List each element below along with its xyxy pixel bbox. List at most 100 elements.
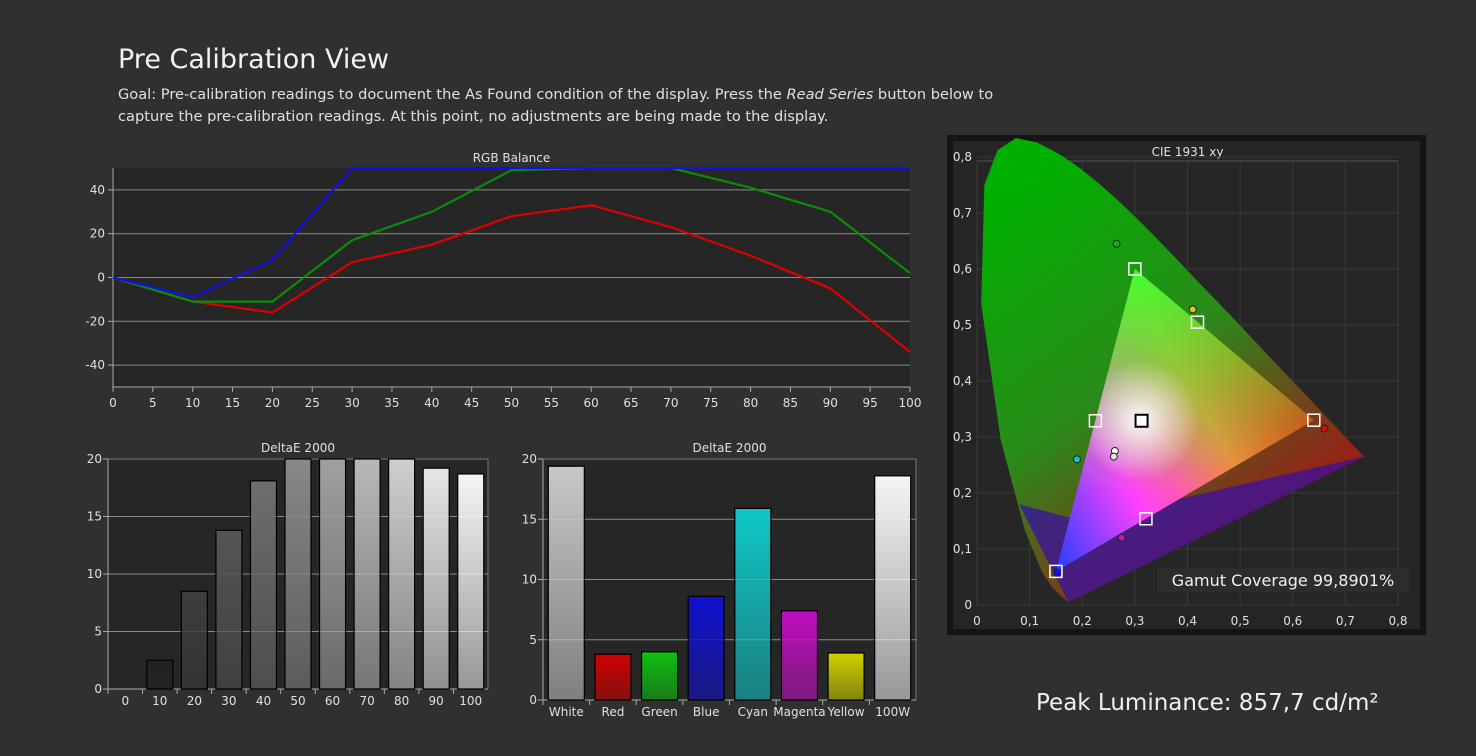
measured-point xyxy=(1320,424,1329,433)
y-tick-label: -20 xyxy=(85,314,105,328)
x-tick-label: 80 xyxy=(394,694,409,708)
x-tick-label: 0,3 xyxy=(1125,614,1144,628)
bar xyxy=(318,458,347,690)
x-tick-label: Cyan xyxy=(738,705,768,719)
bar xyxy=(180,590,208,690)
y-tick-label: 20 xyxy=(87,452,102,466)
read-series-emphasis: Read Series xyxy=(786,86,874,103)
x-tick-label: 100 xyxy=(459,694,482,708)
y-tick-label: 0 xyxy=(97,271,105,285)
y-tick-label: 0 xyxy=(94,682,102,696)
chart-title: RGB Balance xyxy=(473,151,551,165)
x-tick-label: 50 xyxy=(290,694,305,708)
x-tick-label: 0,6 xyxy=(1283,614,1302,628)
target-marker xyxy=(1128,262,1142,276)
y-tick-label: 0,4 xyxy=(953,374,972,388)
x-tick-label: Blue xyxy=(693,705,720,719)
bar xyxy=(422,467,450,690)
series-line xyxy=(112,166,910,299)
x-tick-label: 20 xyxy=(187,694,202,708)
y-tick-label: -40 xyxy=(85,358,105,372)
y-tick-label: 0,3 xyxy=(953,430,972,444)
purple-region xyxy=(1019,456,1364,603)
y-tick-label: 0,6 xyxy=(953,262,972,276)
x-tick-label: 0 xyxy=(109,396,117,410)
y-tick-label: 0,5 xyxy=(953,318,972,332)
page-title: Pre Calibration View xyxy=(118,44,390,75)
x-tick-label: 30 xyxy=(344,396,359,410)
x-tick-label: 0,8 xyxy=(1388,614,1407,628)
y-tick-label: 0,8 xyxy=(953,150,972,164)
x-tick-label: 25 xyxy=(305,396,320,410)
chart-title: DeltaE 2000 xyxy=(693,441,767,455)
target-marker xyxy=(1190,315,1205,329)
target-marker xyxy=(1307,413,1321,427)
measured-point xyxy=(1112,239,1121,248)
y-tick-label: 0,7 xyxy=(953,206,972,220)
x-tick-label: 0,5 xyxy=(1231,614,1250,628)
chart-title: DeltaE 2000 xyxy=(261,441,335,455)
x-tick-label: 15 xyxy=(225,396,240,410)
measured-point xyxy=(1072,455,1081,464)
target-marker xyxy=(1049,564,1063,579)
chart-title: CIE 1931 xy xyxy=(1152,145,1224,159)
x-tick-label: 90 xyxy=(429,694,444,708)
x-tick-label: 55 xyxy=(544,396,559,410)
x-tick-label: White xyxy=(549,705,584,719)
bar xyxy=(284,458,312,690)
bar xyxy=(594,653,632,701)
x-tick-label: 10 xyxy=(152,694,167,708)
target-marker xyxy=(1134,413,1149,428)
y-tick-label: 5 xyxy=(94,625,102,639)
measured-point xyxy=(1117,533,1126,542)
x-tick-label: 35 xyxy=(384,396,399,410)
y-tick-label: 20 xyxy=(90,227,105,241)
bar xyxy=(640,651,679,701)
x-tick-label: 60 xyxy=(584,396,599,410)
measured-point xyxy=(1109,452,1118,461)
bar xyxy=(353,458,381,690)
y-tick-label: 15 xyxy=(87,510,102,524)
target-marker xyxy=(1088,414,1103,428)
y-tick-label: 0 xyxy=(529,693,537,707)
x-tick-label: Yellow xyxy=(827,705,865,719)
description-text: Goal: Pre-calibration readings to docume… xyxy=(118,86,787,103)
measured-point xyxy=(1052,568,1061,577)
peak-luminance: Peak Luminance: 857,7 cd/m² xyxy=(1036,690,1379,716)
x-tick-label: 20 xyxy=(265,396,280,410)
y-tick-label: 10 xyxy=(87,567,102,581)
bar xyxy=(146,659,174,690)
y-tick-label: 0,2 xyxy=(953,486,972,500)
x-tick-label: 0,2 xyxy=(1073,614,1092,628)
target-marker xyxy=(1139,512,1153,526)
bar xyxy=(249,480,278,690)
x-tick-label: 95 xyxy=(863,396,878,410)
x-tick-label: 50 xyxy=(504,396,519,410)
gamut-coverage: Gamut Coverage 99,8901% xyxy=(1172,571,1394,590)
y-tick-label: 15 xyxy=(522,512,537,526)
x-tick-label: 85 xyxy=(783,396,798,410)
y-tick-label: 10 xyxy=(522,573,537,587)
x-tick-label: 0 xyxy=(121,694,129,708)
x-tick-label: 0,4 xyxy=(1178,614,1197,628)
x-tick-label: 40 xyxy=(424,396,439,410)
x-tick-label: Red xyxy=(602,705,625,719)
x-tick-label: 0,7 xyxy=(1336,614,1355,628)
bar xyxy=(780,610,819,701)
x-tick-label: 70 xyxy=(359,694,374,708)
x-tick-label: 100W xyxy=(875,705,910,719)
x-tick-label: 100 xyxy=(899,396,922,410)
y-tick-label: 40 xyxy=(90,183,105,197)
y-tick-label: 5 xyxy=(529,633,537,647)
x-tick-label: 40 xyxy=(256,694,271,708)
measured-point xyxy=(1188,305,1197,314)
x-tick-label: 75 xyxy=(703,396,718,410)
x-tick-label: 0,1 xyxy=(1020,614,1039,628)
x-tick-label: 80 xyxy=(743,396,758,410)
gamut-coverage-box xyxy=(1157,568,1409,592)
x-tick-label: 70 xyxy=(663,396,678,410)
x-tick-label: 30 xyxy=(221,694,236,708)
